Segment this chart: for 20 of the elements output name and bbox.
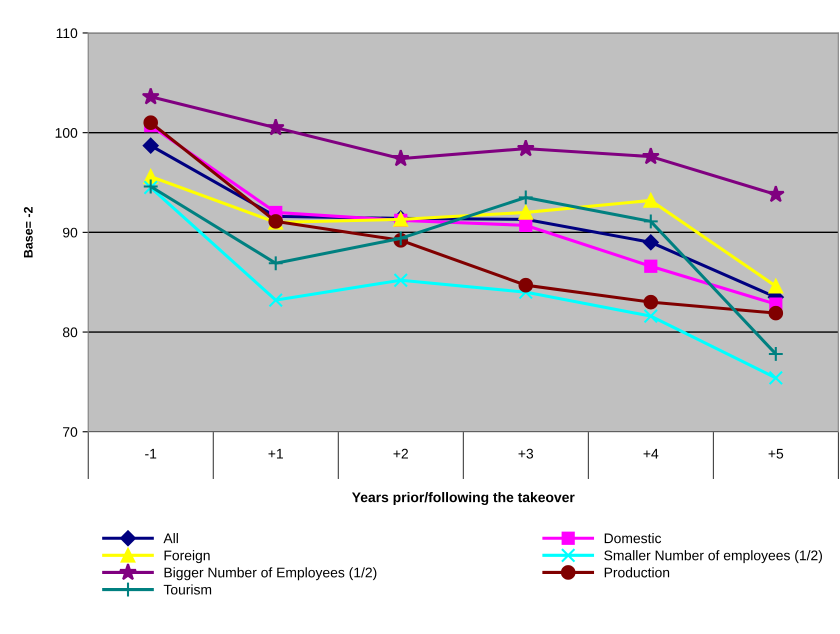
y-tick-label: 70 xyxy=(63,427,78,437)
legend-label: Smaller Number of employees (1/2) xyxy=(604,550,822,564)
x-tick-label: +2 xyxy=(394,448,408,458)
x-tick-label: +3 xyxy=(518,448,534,459)
legend-label: Tourism xyxy=(164,584,212,595)
legend-label: Production xyxy=(604,567,670,578)
y-tick-label: 100 xyxy=(56,128,78,138)
x-tick-label: +1 xyxy=(268,448,283,458)
legend-label: Domestic xyxy=(604,533,662,544)
x-tick-label: +5 xyxy=(768,448,784,459)
y-tick-label: 80 xyxy=(62,327,78,338)
x-axis-title: Years prior/following the takeover xyxy=(352,492,575,506)
x-tick-label: -1 xyxy=(145,448,156,458)
x-tick-label: +4 xyxy=(644,448,658,458)
y-axis-title: Base= -2 xyxy=(24,206,33,258)
y-tick-label: 110 xyxy=(56,28,78,38)
legend-label: All xyxy=(163,533,178,544)
y-tick-label: 90 xyxy=(62,228,78,238)
legend-label: Bigger Number of Employees (1/2) xyxy=(164,567,376,580)
legend-label: Foreign xyxy=(164,550,210,564)
